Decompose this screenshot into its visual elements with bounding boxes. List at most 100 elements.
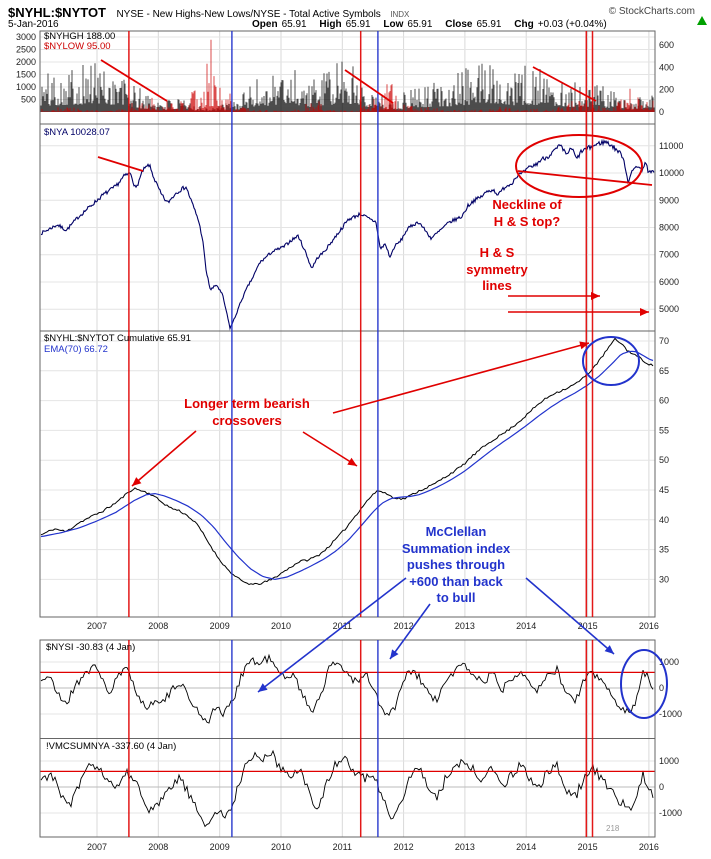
left-axis-tick: 3000	[16, 32, 36, 42]
arrowhead	[132, 477, 142, 486]
left-axis-tick: 2500	[16, 45, 36, 55]
nysi-line	[40, 653, 654, 724]
series-layer	[40, 39, 655, 828]
arrowhead	[390, 649, 399, 659]
close-value: 65.91	[476, 19, 502, 30]
quote-strip: Open 65.91 High 65.91 Low 65.91 Close 65.91 …	[252, 19, 607, 30]
x-axis-year: 2014	[516, 842, 536, 852]
arrowhead	[347, 457, 357, 466]
right-axis-tick: 55	[659, 425, 669, 435]
open-label: Open	[252, 19, 278, 30]
right-axis-tick: 5000	[659, 304, 679, 314]
x-axis-year: 2016	[639, 842, 659, 852]
trendline-segment	[97, 156, 144, 172]
right-axis-tick: 200	[659, 85, 674, 95]
trendline-segment	[344, 69, 394, 104]
x-axis-year: 2015	[578, 621, 598, 631]
left-axis-tick: 1500	[16, 70, 36, 80]
right-axis-tick: 0	[659, 107, 664, 117]
x-axis-year: 2013	[455, 842, 475, 852]
axis-labels: 2007 2007 2008 2008 2009 2009 2010 2010 2011 2011…	[16, 32, 684, 852]
chart-date: 5-Jan-2016	[8, 19, 59, 30]
chg-value: +0.03 (+0.04%)	[537, 19, 607, 30]
x-axis-year: 2013	[455, 621, 475, 631]
left-axis-tick: 500	[21, 95, 36, 105]
main-panel-border	[39, 30, 656, 618]
arrowhead	[640, 308, 649, 316]
right-axis-tick: 600	[659, 40, 674, 50]
arrowhead	[591, 292, 600, 300]
right-axis-tick: 65	[659, 366, 669, 376]
nya-line	[40, 138, 655, 331]
left-axis-tick: 2000	[16, 57, 36, 67]
annotation-arrow	[257, 577, 407, 693]
annotation-arrow	[302, 431, 358, 467]
right-axis-tick: 8000	[659, 223, 679, 233]
right-axis-tick: 400	[659, 62, 674, 72]
highlight-ellipse	[515, 134, 643, 198]
left-axis-tick: 1000	[16, 82, 36, 92]
copyright: © StockCharts.com	[608, 6, 695, 17]
chg-label: Chg	[514, 19, 534, 30]
x-axis-year: 2010	[271, 621, 291, 631]
x-axis-year: 2008	[148, 842, 168, 852]
x-axis-year: 2016	[639, 621, 659, 631]
x-axis-year: 2010	[271, 842, 291, 852]
annotation-arrow	[389, 603, 431, 660]
right-axis-tick: 6000	[659, 277, 679, 287]
right-axis-tick: 1000	[659, 756, 679, 766]
x-axis-year: 2011	[333, 621, 352, 631]
x-axis-year: 2008	[148, 621, 168, 631]
x-axis-year: 2007	[87, 842, 107, 852]
x-axis-year: 2009	[210, 621, 230, 631]
right-axis-tick: 9000	[659, 195, 679, 205]
annotation-arrow	[332, 342, 590, 414]
cumulative-line	[40, 337, 654, 586]
trendline-segment	[517, 170, 653, 186]
arrowhead	[258, 683, 268, 692]
right-axis-tick: 10000	[659, 168, 684, 178]
right-axis-tick: 30	[659, 574, 669, 584]
trendline-segment	[532, 66, 597, 102]
symbol-description: NYSE - New Highs-New Lows/NYSE - Total A…	[116, 9, 381, 20]
annotation-arrow	[525, 577, 615, 655]
exchange-label: INDX	[390, 10, 410, 19]
right-axis-tick: -1000	[659, 709, 682, 719]
panel-borders	[39, 30, 656, 838]
right-axis-tick: 0	[659, 683, 664, 693]
highlight-ellipse	[582, 336, 640, 386]
annotation-drawings: 218	[97, 31, 668, 837]
right-axis-tick: 7000	[659, 250, 679, 260]
low-label: Low	[383, 19, 404, 30]
right-axis-tick: 1000	[659, 657, 679, 667]
right-axis-tick: 40	[659, 515, 669, 525]
x-axis-year: 2012	[394, 621, 414, 631]
x-axis-year: 2009	[210, 842, 230, 852]
chart-header: $NYHL:$NYTOT NYSE - New Highs-New Lows/N…	[8, 4, 409, 22]
annotation-arrow	[131, 430, 197, 487]
right-axis-tick: 60	[659, 396, 669, 406]
arrowhead	[579, 341, 589, 350]
right-axis-tick: 35	[659, 545, 669, 555]
right-axis-tick: 70	[659, 336, 669, 346]
scroll-up-icon[interactable]	[697, 16, 707, 25]
right-axis-tick: 50	[659, 455, 669, 465]
high-label: High	[319, 19, 342, 30]
x-axis-year: 2014	[516, 621, 536, 631]
right-axis-tick: 11000	[659, 141, 683, 151]
arrowhead	[604, 645, 614, 654]
right-axis-tick: 45	[659, 485, 669, 495]
trendline-segment	[100, 59, 168, 102]
right-axis-tick: -1000	[659, 808, 682, 818]
x-axis-year: 2015	[578, 842, 598, 852]
symbol-title: $NYHL:$NYTOT	[8, 5, 106, 20]
high-value: 65.91	[345, 19, 371, 30]
ema-line	[40, 350, 654, 581]
x-axis-year: 2011	[333, 842, 352, 852]
vmcsumnya-line	[40, 749, 654, 828]
x-axis-year: 2007	[87, 621, 107, 631]
right-axis-tick: 0	[659, 782, 664, 792]
open-value: 65.91	[281, 19, 307, 30]
